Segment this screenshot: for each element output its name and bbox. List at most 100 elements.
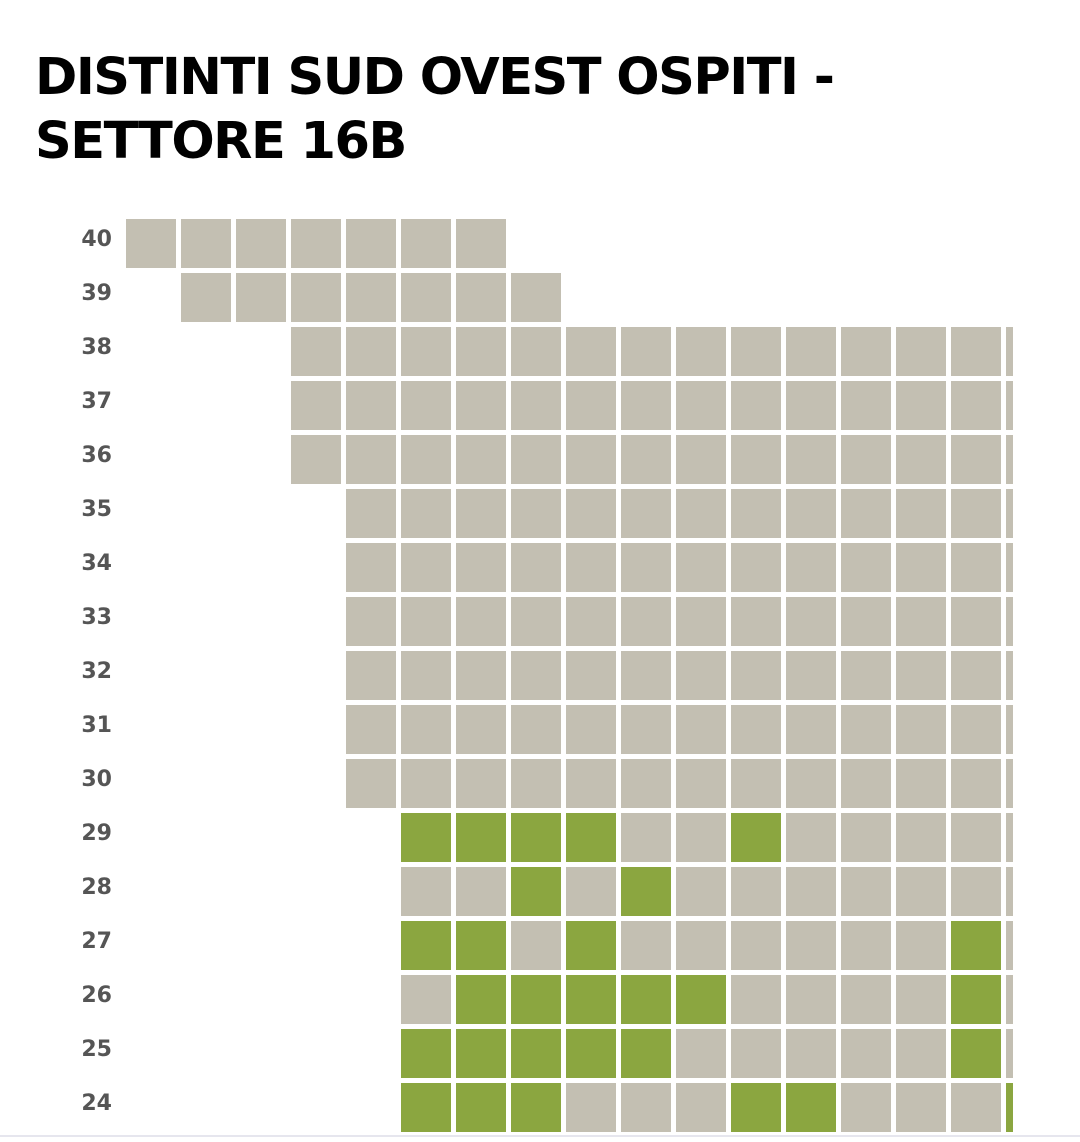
seat (621, 543, 671, 592)
seat[interactable] (621, 867, 671, 916)
seat (676, 813, 726, 862)
seat (841, 543, 891, 592)
seat (841, 921, 891, 970)
seat (621, 489, 671, 538)
seat (621, 813, 671, 862)
seat (181, 219, 231, 268)
seat (676, 327, 726, 376)
seat (401, 651, 451, 700)
seat (456, 219, 506, 268)
seat (951, 1083, 1001, 1132)
seat (786, 435, 836, 484)
seat (291, 327, 341, 376)
seat[interactable] (511, 867, 561, 916)
seat[interactable] (566, 921, 616, 970)
seat (401, 759, 451, 808)
seat (621, 327, 671, 376)
seat (346, 705, 396, 754)
seat (841, 381, 891, 430)
seat (566, 543, 616, 592)
seat (731, 921, 781, 970)
seat (896, 1083, 946, 1132)
seat[interactable] (731, 1083, 781, 1132)
seat (1006, 489, 1013, 538)
seat[interactable] (456, 1029, 506, 1078)
seat[interactable] (456, 975, 506, 1024)
seat[interactable] (456, 813, 506, 862)
seat[interactable] (676, 975, 726, 1024)
seat (456, 705, 506, 754)
seat[interactable] (786, 1083, 836, 1132)
seat (566, 867, 616, 916)
seat (401, 327, 451, 376)
seat[interactable] (511, 813, 561, 862)
seat[interactable] (401, 1029, 451, 1078)
seat[interactable] (731, 813, 781, 862)
seat (731, 543, 781, 592)
seat[interactable] (401, 813, 451, 862)
seat (896, 489, 946, 538)
seat (731, 705, 781, 754)
seat[interactable] (401, 1083, 451, 1132)
seat (951, 813, 1001, 862)
seat (401, 219, 451, 268)
seat (621, 921, 671, 970)
seat[interactable] (456, 921, 506, 970)
seat (456, 597, 506, 646)
seat[interactable] (621, 1029, 671, 1078)
seat (676, 489, 726, 538)
seat (401, 273, 451, 322)
seat (566, 489, 616, 538)
seat (896, 867, 946, 916)
seat (731, 1029, 781, 1078)
seat (786, 705, 836, 754)
seat (1006, 975, 1013, 1024)
seat[interactable] (511, 1083, 561, 1132)
seat (456, 273, 506, 322)
seat (951, 867, 1001, 916)
seat[interactable] (951, 921, 1001, 970)
seat (841, 327, 891, 376)
seat[interactable] (566, 1029, 616, 1078)
seat (676, 705, 726, 754)
seat[interactable] (511, 975, 561, 1024)
seat (511, 273, 561, 322)
seat[interactable] (401, 921, 451, 970)
seat (346, 759, 396, 808)
seat (951, 651, 1001, 700)
seat (346, 543, 396, 592)
row-label: 40 (81, 227, 112, 252)
seat (456, 867, 506, 916)
seat[interactable] (456, 1083, 506, 1132)
seat[interactable] (566, 975, 616, 1024)
seat (621, 435, 671, 484)
seat (291, 273, 341, 322)
row-label: 30 (81, 767, 112, 792)
seat[interactable] (621, 975, 671, 1024)
seat (786, 975, 836, 1024)
seat[interactable] (951, 1029, 1001, 1078)
row-label: 32 (81, 659, 112, 684)
seat (1006, 759, 1013, 808)
seat[interactable] (1006, 1083, 1013, 1132)
seat (401, 381, 451, 430)
seat (951, 705, 1001, 754)
seat (291, 381, 341, 430)
seat (896, 651, 946, 700)
seat (896, 543, 946, 592)
seat (951, 759, 1001, 808)
seat[interactable] (511, 1029, 561, 1078)
seat (841, 867, 891, 916)
seat (786, 327, 836, 376)
seat (621, 651, 671, 700)
seat (676, 759, 726, 808)
row-label: 36 (81, 443, 112, 468)
seat (511, 705, 561, 754)
row-label: 38 (81, 335, 112, 360)
seat (896, 975, 946, 1024)
row-label: 27 (81, 929, 112, 954)
seat[interactable] (951, 975, 1001, 1024)
seat (1006, 651, 1013, 700)
seat (786, 759, 836, 808)
seat[interactable] (566, 813, 616, 862)
